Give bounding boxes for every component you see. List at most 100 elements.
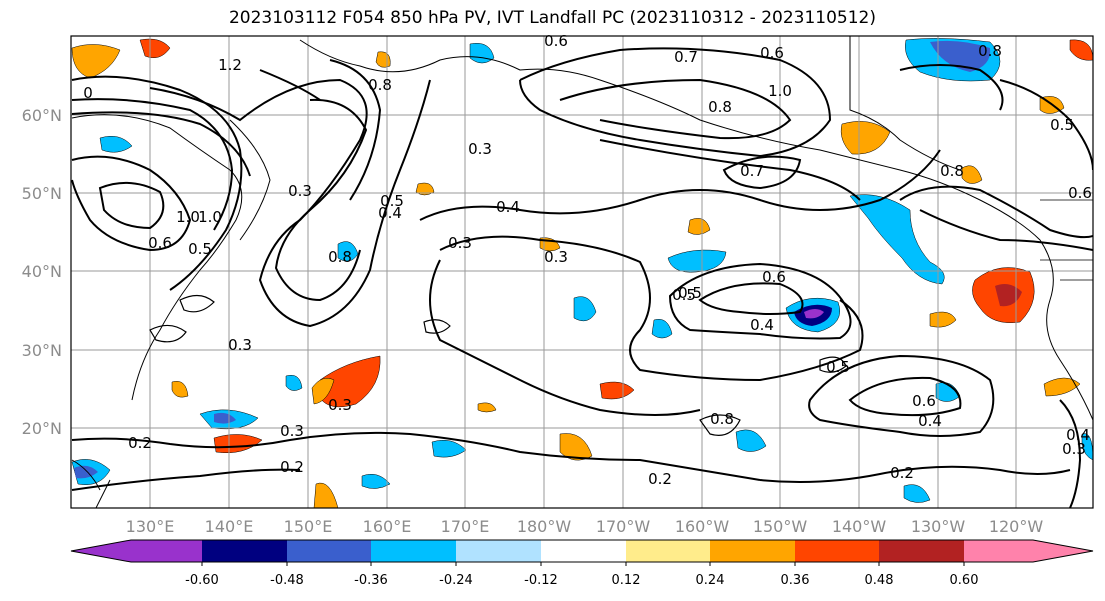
contour-value-label: 0.8 bbox=[940, 162, 964, 180]
positive-anomaly-patch bbox=[687, 218, 711, 235]
longitude-tick-label: 130°E bbox=[126, 517, 175, 536]
contour-value-label: 1.2 bbox=[218, 56, 242, 74]
contour-value-label: 0.5 bbox=[826, 358, 850, 376]
negative-anomaly-patch bbox=[804, 309, 824, 319]
positive-anomaly-patch bbox=[599, 381, 635, 400]
contour-value-label: 0.2 bbox=[280, 458, 304, 476]
latitude-tick-label: 20°N bbox=[22, 419, 62, 438]
negative-anomaly-patch bbox=[285, 375, 303, 391]
negative-anomaly-patch bbox=[735, 429, 767, 452]
colorbar-swatch bbox=[541, 540, 626, 562]
contour-value-label: 0 bbox=[83, 84, 93, 102]
positive-anomaly-patch bbox=[319, 355, 381, 408]
negative-anomaly-patch bbox=[361, 474, 391, 489]
positive-anomaly-patch bbox=[171, 381, 189, 398]
longitude-tick-label: 170°W bbox=[596, 517, 651, 536]
contour-value-label: 0.5 bbox=[678, 284, 702, 302]
colorbar-tick-label: -0.48 bbox=[270, 573, 304, 588]
negative-anomaly-patch bbox=[469, 43, 495, 64]
colorbar-tick-label: -0.60 bbox=[185, 573, 219, 588]
colorbar-tick-label: -0.24 bbox=[439, 573, 473, 588]
contour-value-label: 0.2 bbox=[648, 470, 672, 488]
positive-anomaly-patch bbox=[213, 434, 263, 453]
contour-value-label: 0.5 bbox=[380, 192, 404, 210]
contour-value-label: 0.4 bbox=[378, 204, 402, 222]
colorbar-outline bbox=[70, 539, 1094, 563]
colorbar-tick-label: -0.12 bbox=[524, 573, 558, 588]
contour-value-label: 0.6 bbox=[912, 392, 936, 410]
contour-value-label: 0.3 bbox=[328, 396, 352, 414]
negative-anomaly-patch bbox=[573, 296, 597, 322]
longitude-tick-label: 140°W bbox=[832, 517, 887, 536]
positive-anomaly-patch bbox=[311, 378, 335, 405]
contour-value-label: 0.8 bbox=[710, 410, 734, 428]
positive-anomaly-patch bbox=[840, 121, 891, 155]
contour-value-label: 0.7 bbox=[674, 48, 698, 66]
colorbar-tick-label: 0.36 bbox=[781, 573, 810, 588]
longitude-axis: 130°E 140°E 150°E 160°E 170°E 180°W 170°W 160°W… bbox=[126, 517, 1044, 536]
colorbar: -0.60 -0.48 -0.36 -0.24 -0.12 0.12 0.24 0.36 0.4… bbox=[70, 539, 1094, 588]
contour-value-label: 0.3 bbox=[448, 234, 472, 252]
pv-contours bbox=[71, 47, 1093, 508]
positive-anomaly-patch bbox=[71, 44, 121, 79]
negative-anomaly-patch bbox=[930, 40, 991, 72]
contour-value-label: 0.7 bbox=[740, 162, 764, 180]
contour-value-label: 0.4 bbox=[750, 316, 774, 334]
longitude-tick-label: 150°E bbox=[284, 517, 333, 536]
longitude-tick-label: 150°W bbox=[753, 517, 808, 536]
colorbar-swatch bbox=[202, 540, 287, 562]
colorbar-tick-label: 0.60 bbox=[950, 573, 979, 588]
contour-value-label: 0.5 bbox=[188, 240, 212, 258]
latitude-tick-label: 40°N bbox=[22, 262, 62, 281]
longitude-tick-label: 140°E bbox=[205, 517, 254, 536]
latitude-tick-label: 50°N bbox=[22, 184, 62, 203]
positive-anomaly-patch bbox=[1043, 377, 1081, 397]
contour-value-label: 1.0 bbox=[198, 208, 222, 226]
positive-anomaly-patch bbox=[929, 311, 957, 328]
contour-value-label: 0.8 bbox=[328, 248, 352, 266]
contour-value-label: 0.3 bbox=[288, 182, 312, 200]
anomaly-shading bbox=[71, 38, 1093, 508]
contour-value-label: 0.3 bbox=[544, 248, 568, 266]
negative-anomaly-patch bbox=[903, 484, 931, 503]
latitude-tick-label: 60°N bbox=[22, 106, 62, 125]
contour-value-label: 0.4 bbox=[918, 412, 942, 430]
positive-anomaly-patch bbox=[415, 182, 435, 196]
contour-value-label: 0.6 bbox=[544, 32, 568, 50]
latitude-tick-label: 30°N bbox=[22, 341, 62, 360]
contour-label-layer: 0.60.7 0.61.00.80.80.70.51.20.800.30.41.0… bbox=[83, 32, 1092, 488]
contour-value-label: 0.3 bbox=[1062, 440, 1086, 458]
contour-value-label: 1.0 bbox=[176, 208, 200, 226]
colorbar-swatch bbox=[626, 540, 710, 562]
colorbar-tick-label: 0.12 bbox=[612, 573, 641, 588]
longitude-tick-label: 160°W bbox=[675, 517, 730, 536]
colorbar-swatch bbox=[795, 540, 879, 562]
contour-value-label: 0.3 bbox=[228, 336, 252, 354]
colorbar-swatch bbox=[879, 540, 964, 562]
contour-value-label: 0.6 bbox=[148, 234, 172, 252]
negative-anomaly-patch bbox=[74, 465, 98, 479]
positive-anomaly-patch bbox=[995, 284, 1022, 307]
negative-anomaly-patch bbox=[849, 194, 945, 285]
colorbar-swatch bbox=[710, 540, 795, 562]
contour-value-label: 0.8 bbox=[978, 42, 1002, 60]
contour-value-label: 0.8 bbox=[708, 98, 732, 116]
contour-value-label: 0.3 bbox=[468, 140, 492, 158]
contour-value-label: 0.2 bbox=[890, 464, 914, 482]
positive-anomaly-patch bbox=[477, 402, 497, 413]
contour-value-label: 0.4 bbox=[496, 198, 520, 216]
longitude-tick-label: 120°W bbox=[989, 517, 1044, 536]
map-title: 2023103112 F054 850 hPa PV, IVT Landfall… bbox=[228, 8, 876, 28]
contour-value-label: 0.5 bbox=[672, 286, 696, 304]
colorbar-tick-label: -0.36 bbox=[354, 573, 388, 588]
negative-anomaly-patch bbox=[667, 249, 727, 273]
small-contours bbox=[149, 294, 847, 436]
contour-value-label: 0.4 bbox=[1066, 426, 1090, 444]
colorbar-swatch bbox=[71, 540, 202, 562]
contour-value-label: 0.8 bbox=[368, 76, 392, 94]
longitude-tick-label: 130°W bbox=[911, 517, 966, 536]
negative-anomaly-patch bbox=[99, 136, 133, 153]
coastlines bbox=[71, 36, 1093, 508]
negative-anomaly-patch bbox=[214, 412, 236, 424]
